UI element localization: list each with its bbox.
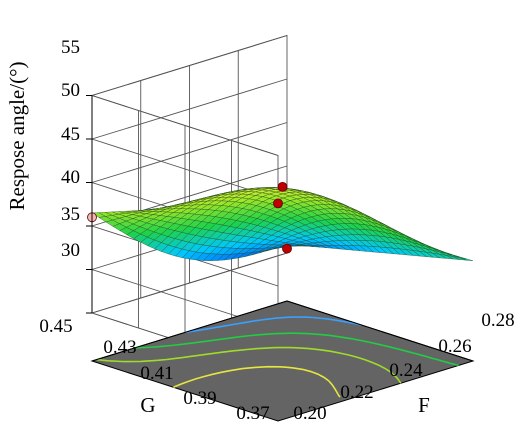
g-axis-title: G	[140, 393, 155, 417]
g-axis-line	[91, 300, 288, 362]
z-tick-label: 40	[61, 167, 80, 188]
f-tick-label: 0.28	[481, 310, 514, 331]
design-point	[277, 181, 288, 192]
g-tick-label: 0.39	[183, 388, 216, 409]
design-point	[282, 243, 292, 254]
contour-line	[96, 346, 402, 384]
z-tick-label: 50	[61, 80, 80, 101]
contour-line	[173, 365, 341, 398]
g-tick-label: 0.41	[140, 363, 173, 384]
contour-floor	[90, 300, 475, 422]
g-tick-label: 0.45	[39, 316, 72, 337]
f-axis-line	[286, 300, 474, 362]
contour-line	[134, 332, 459, 367]
axes	[86, 95, 474, 362]
f-axis-title: F	[418, 393, 430, 417]
g-tick-label: 0.43	[103, 337, 136, 358]
g-tick-label: 0.37	[236, 403, 269, 424]
f-tick-label: 0.26	[438, 336, 471, 357]
f-tick-label: 0.22	[340, 382, 373, 403]
design-point	[273, 198, 283, 209]
f-tick-label: 0.20	[293, 403, 326, 424]
f-tick-label: 0.24	[389, 360, 423, 381]
axis-tick-labels: 30 35 40 45 50 55 0.45 0.43 0.41 0.39 0.…	[5, 37, 515, 424]
z-tick-label: 30	[61, 240, 80, 261]
response-surface	[91, 187, 474, 261]
z-tick-label: 55	[61, 37, 80, 58]
z-tick-label: 45	[61, 124, 80, 145]
z-tick-label: 35	[61, 204, 80, 225]
z-axis-title: Respose angle/(°)	[5, 62, 29, 211]
contour-line	[185, 316, 362, 334]
